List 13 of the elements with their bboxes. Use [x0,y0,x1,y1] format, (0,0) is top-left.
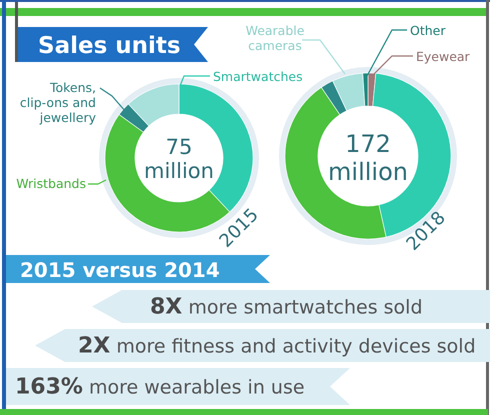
slice-label: Tokens, clip-ons and jewellery [20,80,97,125]
text: 172 million [328,130,408,186]
slice-label: Eyewear [416,49,471,64]
slice-label: Smartwatches [213,69,303,84]
slice-label: Wearable cameras [246,23,305,53]
text: 2015 versus 2014 [20,258,220,282]
text: 2X more fitness and activity devices sold [78,334,476,358]
chart-title: Sales units [38,33,181,59]
slice-label: Other [410,23,446,38]
text: 163% more wearables in use [15,374,305,400]
text: 75 million [144,135,214,183]
text: 8X more smartwatches sold [150,294,422,320]
slice-label: Wristbands [16,176,86,191]
